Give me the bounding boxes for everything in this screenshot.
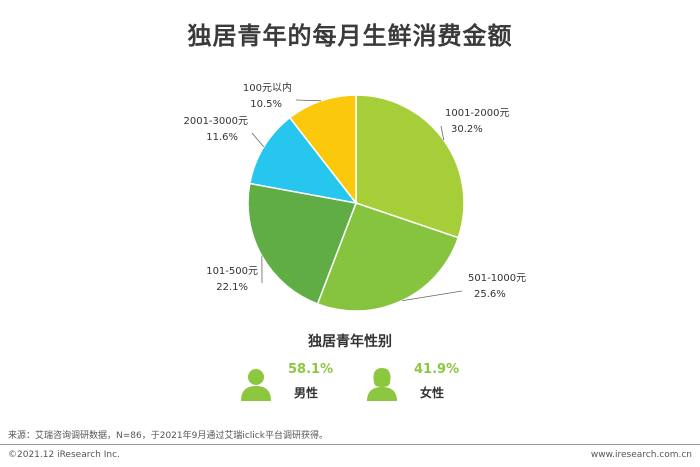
- slice-value-4: 11.6%: [206, 132, 238, 143]
- slice-label-2: 501-1000元: [468, 273, 526, 284]
- chart-title: 独居青年的每月生鲜消费金额: [187, 22, 513, 50]
- female-person-icon: [367, 368, 397, 401]
- slice-value-5: 10.5%: [250, 99, 282, 110]
- pie-chart: 1001-2000元 30.2% 501-1000元 25.6% 101-500元 22.…: [183, 81, 526, 312]
- source-note: 来源：艾瑞咨询调研数据，N=86，于2021年9月通过艾瑞iclick平台调研获…: [8, 431, 328, 441]
- leader-line-1: [440, 125, 445, 141]
- gender-title: 独居青年性别: [308, 334, 392, 350]
- slice-value-2: 25.6%: [474, 289, 506, 300]
- female-label: 女性: [420, 386, 445, 400]
- copyright: ©2021.12 iResearch Inc.: [8, 450, 120, 460]
- slice-label-4: 2001-3000元: [183, 116, 248, 127]
- website: www.iresearch.com.cn: [590, 450, 692, 460]
- footer-divider: [0, 444, 700, 445]
- pie-slice-2: [316, 202, 460, 312]
- slice-value-1: 30.2%: [451, 124, 483, 135]
- slice-label-1: 1001-2000元: [445, 108, 510, 119]
- pie-slice-5: [288, 94, 357, 206]
- male-percent: 58.1%: [288, 362, 334, 377]
- slice-label-5: 100元以内: [243, 81, 292, 94]
- leader-line-2: [401, 290, 463, 302]
- leader-line-5: [295, 99, 322, 102]
- gender-female: 41.9% 女性: [364, 362, 474, 410]
- gender-male: 58.1% 男性: [238, 362, 348, 410]
- slice-value-3: 22.1%: [216, 282, 248, 293]
- leader-line-4: [251, 132, 265, 148]
- slice-label-3: 101-500元: [206, 266, 258, 277]
- male-person-icon: [241, 369, 271, 401]
- female-percent: 41.9%: [414, 362, 460, 377]
- male-label: 男性: [294, 386, 319, 400]
